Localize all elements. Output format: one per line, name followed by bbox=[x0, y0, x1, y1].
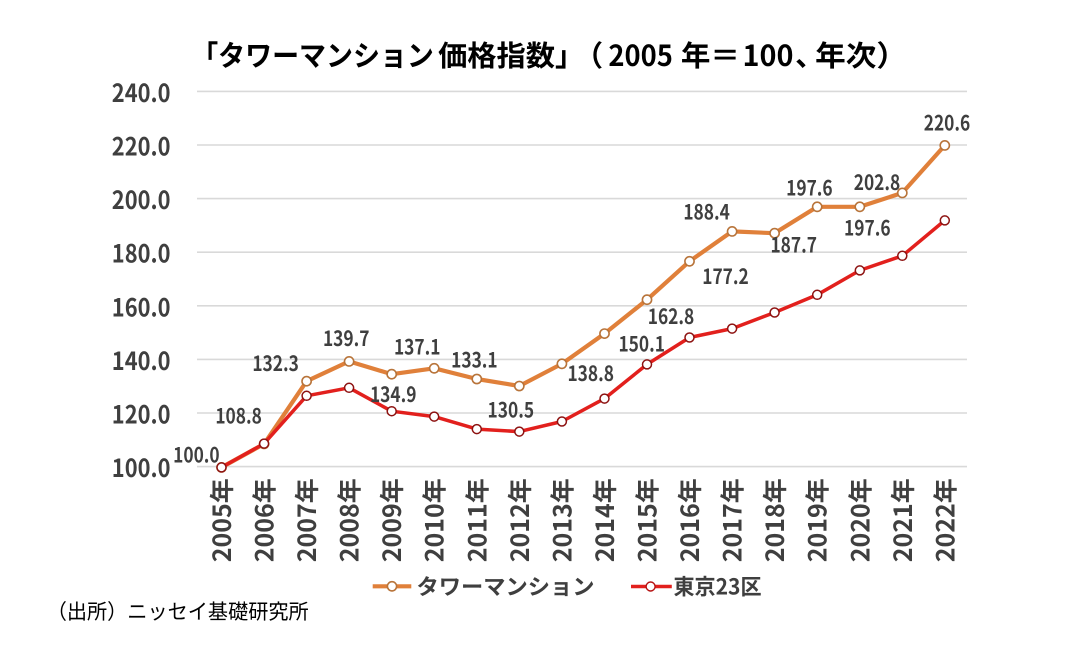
svg-text:2012年: 2012年 bbox=[501, 478, 537, 562]
svg-text:187.7: 187.7 bbox=[770, 229, 817, 259]
svg-text:240.0: 240.0 bbox=[112, 74, 171, 110]
svg-text:100: 100 bbox=[743, 33, 794, 75]
svg-text:220.0: 220.0 bbox=[112, 128, 171, 164]
svg-text:2009年: 2009年 bbox=[373, 478, 409, 562]
svg-text:2006年: 2006年 bbox=[246, 478, 282, 562]
svg-text:2021年: 2021年 bbox=[884, 478, 920, 562]
svg-text:202.8: 202.8 bbox=[854, 167, 901, 197]
svg-text:137.1: 137.1 bbox=[394, 331, 441, 361]
svg-text:120.0: 120.0 bbox=[112, 396, 171, 432]
svg-text:138.8: 138.8 bbox=[567, 358, 614, 388]
svg-text:東京23区: 東京23区 bbox=[674, 570, 762, 602]
svg-text:年＝: 年＝ bbox=[681, 33, 740, 75]
svg-text:140.0: 140.0 bbox=[112, 342, 171, 378]
svg-text:197.6: 197.6 bbox=[844, 212, 891, 242]
svg-text:100.0: 100.0 bbox=[112, 449, 171, 485]
svg-text:2008年: 2008年 bbox=[331, 478, 367, 562]
svg-text:2011年: 2011年 bbox=[458, 478, 494, 562]
svg-text:133.1: 133.1 bbox=[451, 344, 498, 374]
svg-text:220.6: 220.6 bbox=[924, 108, 971, 138]
svg-text:（: （ bbox=[574, 33, 603, 75]
svg-text:2022年: 2022年 bbox=[926, 478, 962, 562]
svg-text:「タワーマンション: 「タワーマンション bbox=[191, 33, 434, 75]
svg-text:130.5: 130.5 bbox=[488, 394, 535, 424]
svg-text:200.0: 200.0 bbox=[112, 181, 171, 217]
svg-text:（出所）ニッセイ基礎研究所: （出所）ニッセイ基礎研究所 bbox=[47, 596, 309, 626]
svg-text:2017年: 2017年 bbox=[714, 478, 750, 562]
svg-text:、: 、 bbox=[795, 33, 824, 75]
svg-text:2015年: 2015年 bbox=[629, 478, 665, 562]
svg-text:100.0: 100.0 bbox=[173, 440, 220, 470]
svg-text:2020年: 2020年 bbox=[841, 478, 877, 562]
svg-text:2005年: 2005年 bbox=[203, 478, 239, 562]
svg-text:139.7: 139.7 bbox=[323, 323, 370, 353]
svg-text:160.0: 160.0 bbox=[112, 288, 171, 324]
svg-text:188.4: 188.4 bbox=[683, 196, 730, 226]
svg-text:162.8: 162.8 bbox=[648, 301, 695, 331]
svg-text:2016年: 2016年 bbox=[671, 478, 707, 562]
svg-text:タワーマンション: タワーマンション bbox=[417, 570, 595, 602]
svg-text:197.6: 197.6 bbox=[786, 173, 833, 203]
svg-text:150.1: 150.1 bbox=[618, 329, 665, 359]
svg-text:132.3: 132.3 bbox=[252, 348, 299, 378]
svg-text:2007年: 2007年 bbox=[288, 478, 324, 562]
svg-text:年次）: 年次） bbox=[815, 33, 907, 75]
svg-text:180.0: 180.0 bbox=[112, 235, 171, 271]
svg-text:2018年: 2018年 bbox=[756, 478, 792, 562]
svg-text:108.8: 108.8 bbox=[215, 401, 262, 431]
svg-text:177.2: 177.2 bbox=[702, 261, 749, 291]
svg-text:2014年: 2014年 bbox=[586, 478, 622, 562]
svg-text:2019年: 2019年 bbox=[799, 478, 835, 562]
svg-text:134.9: 134.9 bbox=[370, 379, 417, 409]
svg-text:2013年: 2013年 bbox=[543, 478, 579, 562]
svg-text:価格指数」: 価格指数」 bbox=[438, 33, 584, 75]
svg-text:2005: 2005 bbox=[608, 33, 673, 75]
svg-text:2010年: 2010年 bbox=[416, 478, 452, 562]
